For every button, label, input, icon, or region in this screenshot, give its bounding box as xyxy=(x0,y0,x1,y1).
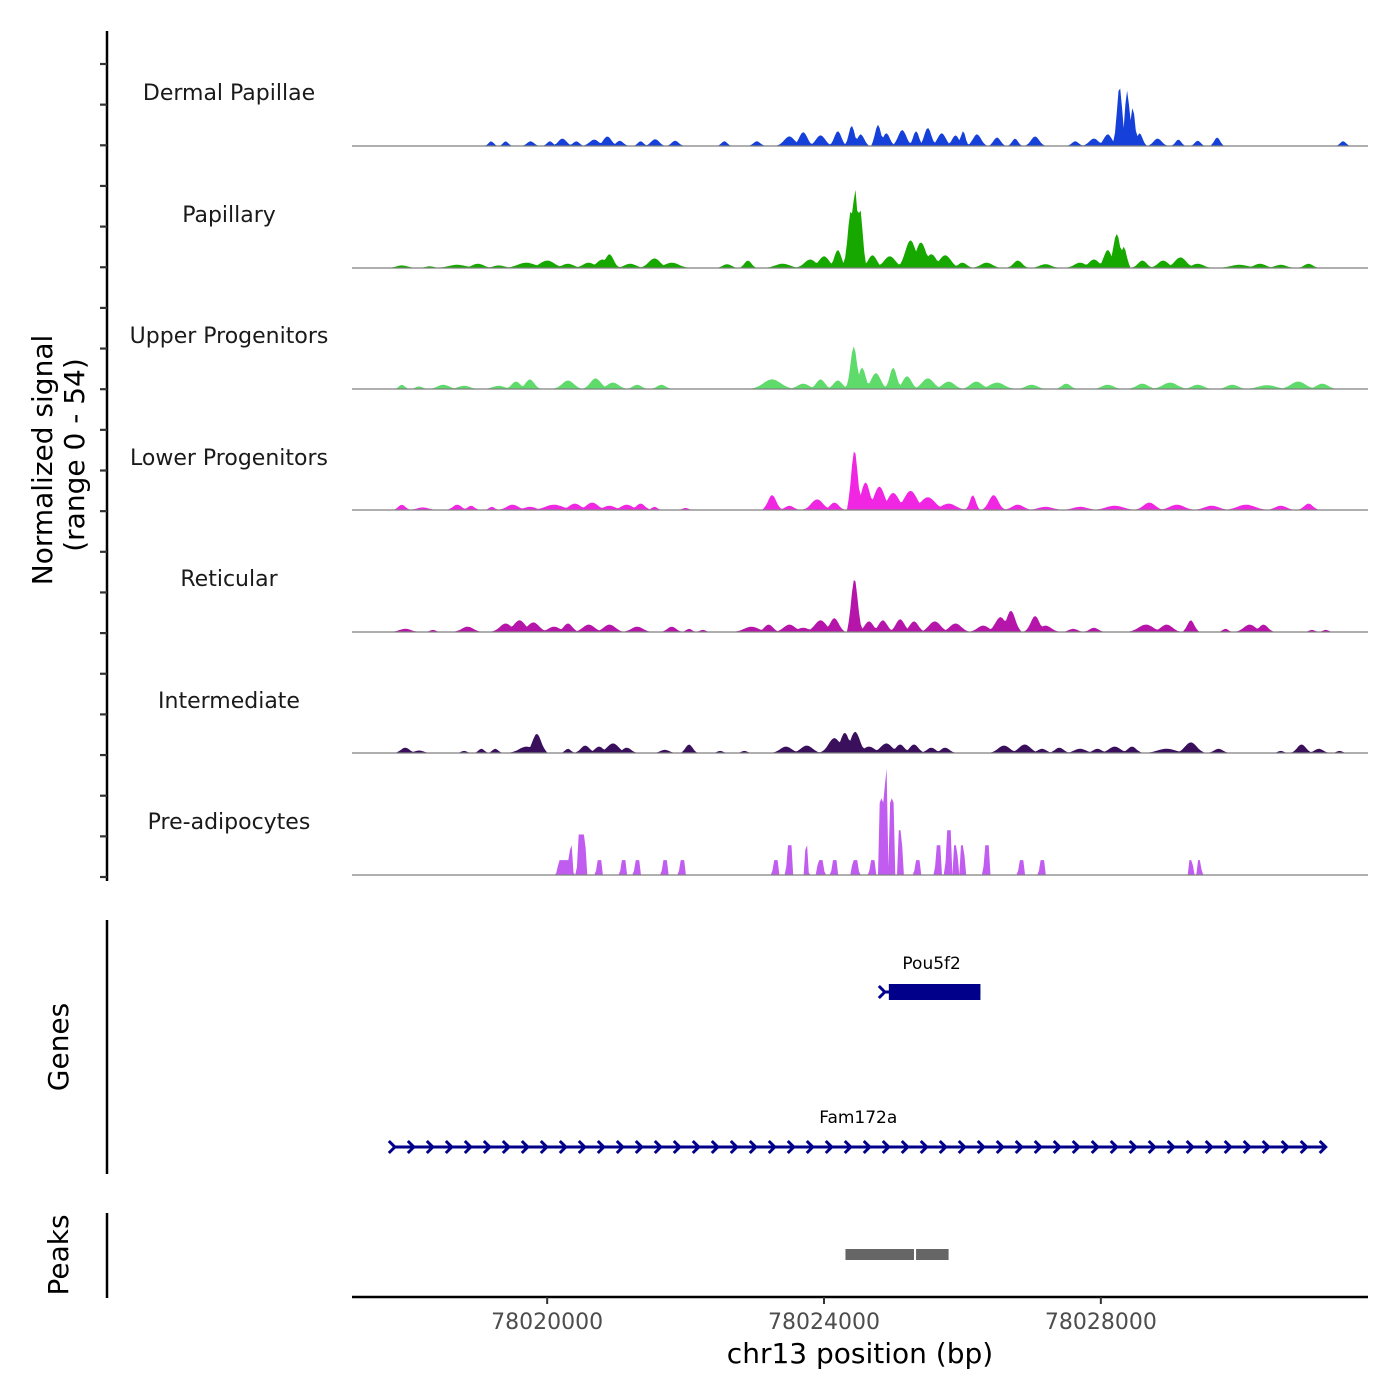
strand-arrow-icon xyxy=(387,1139,397,1155)
strand-arrow-icon xyxy=(1299,1139,1309,1155)
gene-pou5f2[interactable]: Pou5f2 xyxy=(877,954,981,1000)
strand-arrow-icon xyxy=(1166,1139,1176,1155)
strand-arrow-icon xyxy=(805,1139,815,1155)
coverage-area xyxy=(352,580,1368,632)
y-axis-title-line2: (range 0 - 54) xyxy=(58,358,91,552)
strand-arrow-icon xyxy=(577,1139,587,1155)
strand-arrow-icon xyxy=(1242,1139,1252,1155)
gene-annotations: Pou5f2 Fam172a xyxy=(387,954,1328,1155)
coverage-area xyxy=(352,731,1368,753)
x-tick-label: 78028000 xyxy=(1045,1310,1157,1335)
strand-arrow-icon xyxy=(900,1139,910,1155)
gene-label: Pou5f2 xyxy=(902,954,960,974)
strand-arrow-icon xyxy=(596,1139,606,1155)
strand-arrow-icon xyxy=(1071,1139,1081,1155)
track-reticular: Reticular xyxy=(180,567,1368,633)
strand-arrow-icon xyxy=(1052,1139,1062,1155)
track-pre-adipocytes: Pre-adipocytes xyxy=(148,768,1368,876)
strand-arrow-icon xyxy=(957,1139,967,1155)
strand-arrow-icon xyxy=(767,1139,777,1155)
exon-block xyxy=(888,984,981,1000)
strand-arrow-icon xyxy=(1147,1139,1157,1155)
track-papillary: Papillary xyxy=(182,189,1368,269)
coverage-area xyxy=(352,189,1368,268)
strand-arrow-icon xyxy=(444,1139,454,1155)
strand-arrow-icon xyxy=(501,1139,511,1155)
strand-arrow-icon xyxy=(615,1139,625,1155)
strand-arrow-icon xyxy=(995,1139,1005,1155)
strand-arrow-icon xyxy=(1033,1139,1043,1155)
y-axis-title-line1: Normalized signal xyxy=(26,335,59,586)
peak-region[interactable] xyxy=(845,1249,914,1260)
peak-regions xyxy=(845,1249,949,1260)
strand-arrow-icon xyxy=(539,1139,549,1155)
x-tick-label: 78024000 xyxy=(768,1310,880,1335)
track-label: Upper Progenitors xyxy=(130,324,329,349)
gene-fam172a[interactable]: Fam172a xyxy=(387,1108,1328,1155)
coverage-tracks: Dermal Papillae Papillary Upper Progenitor… xyxy=(130,81,1368,876)
strand-arrow-icon xyxy=(425,1139,435,1155)
strand-arrow-icon xyxy=(1261,1139,1271,1155)
coverage-area xyxy=(352,88,1368,146)
strand-arrow-icon xyxy=(938,1139,948,1155)
coverage-area xyxy=(352,451,1368,510)
strand-arrow-icon xyxy=(710,1139,720,1155)
strand-arrow-icon xyxy=(919,1139,929,1155)
strand-arrow-icon xyxy=(406,1139,416,1155)
strand-arrow-icon xyxy=(1128,1139,1138,1155)
strand-arrow-icon xyxy=(482,1139,492,1155)
track-label: Dermal Papillae xyxy=(143,81,315,106)
strand-arrow-icon xyxy=(824,1139,834,1155)
gene-label: Fam172a xyxy=(819,1108,897,1128)
strand-arrow-icon xyxy=(1204,1139,1214,1155)
strand-arrow-icon xyxy=(862,1139,872,1155)
strand-arrow-icon xyxy=(653,1139,663,1155)
strand-arrow-icon xyxy=(748,1139,758,1155)
track-label: Intermediate xyxy=(158,689,300,714)
strand-arrow-icon xyxy=(520,1139,530,1155)
track-dermal-papillae: Dermal Papillae xyxy=(143,81,1368,147)
coverage-area xyxy=(352,346,1368,389)
peak-region[interactable] xyxy=(916,1249,949,1260)
strand-arrow-icon xyxy=(1223,1139,1233,1155)
strand-arrow-icon xyxy=(558,1139,568,1155)
genes-panel-title: Genes xyxy=(42,1003,75,1091)
x-tick-label: 78020000 xyxy=(491,1310,603,1335)
track-lower-progenitors: Lower Progenitors xyxy=(130,446,1368,511)
strand-arrow-icon xyxy=(1109,1139,1119,1155)
strand-arrow-icon xyxy=(672,1139,682,1155)
strand-arrow-icon xyxy=(881,1139,891,1155)
track-label: Lower Progenitors xyxy=(130,446,328,471)
strand-arrow-icon xyxy=(786,1139,796,1155)
strand-arrow-icon xyxy=(1090,1139,1100,1155)
strand-arrow-icon xyxy=(843,1139,853,1155)
track-label: Pre-adipocytes xyxy=(148,810,311,835)
track-intermediate: Intermediate xyxy=(158,689,1368,754)
x-axis-ticks: 78020000 78024000 78028000 xyxy=(491,1297,1157,1335)
strand-arrow-icon xyxy=(1185,1139,1195,1155)
strand-arrow-icon xyxy=(729,1139,739,1155)
signal-y-ticks xyxy=(100,62,107,879)
track-label: Reticular xyxy=(180,567,278,592)
coverage-area xyxy=(352,768,1368,875)
x-axis-title: chr13 position (bp) xyxy=(727,1337,993,1370)
strand-arrow-icon xyxy=(691,1139,701,1155)
strand-arrow-icon xyxy=(634,1139,644,1155)
peaks-panel-title: Peaks xyxy=(42,1214,75,1295)
strand-arrow-icon xyxy=(877,984,887,1000)
track-upper-progenitors: Upper Progenitors xyxy=(130,324,1368,390)
strand-arrow-icon xyxy=(1014,1139,1024,1155)
strand-arrow-icon xyxy=(976,1139,986,1155)
strand-arrow-icon xyxy=(1318,1139,1328,1155)
strand-arrow-icon xyxy=(1280,1139,1290,1155)
track-label: Papillary xyxy=(182,203,276,228)
strand-arrow-icon xyxy=(463,1139,473,1155)
